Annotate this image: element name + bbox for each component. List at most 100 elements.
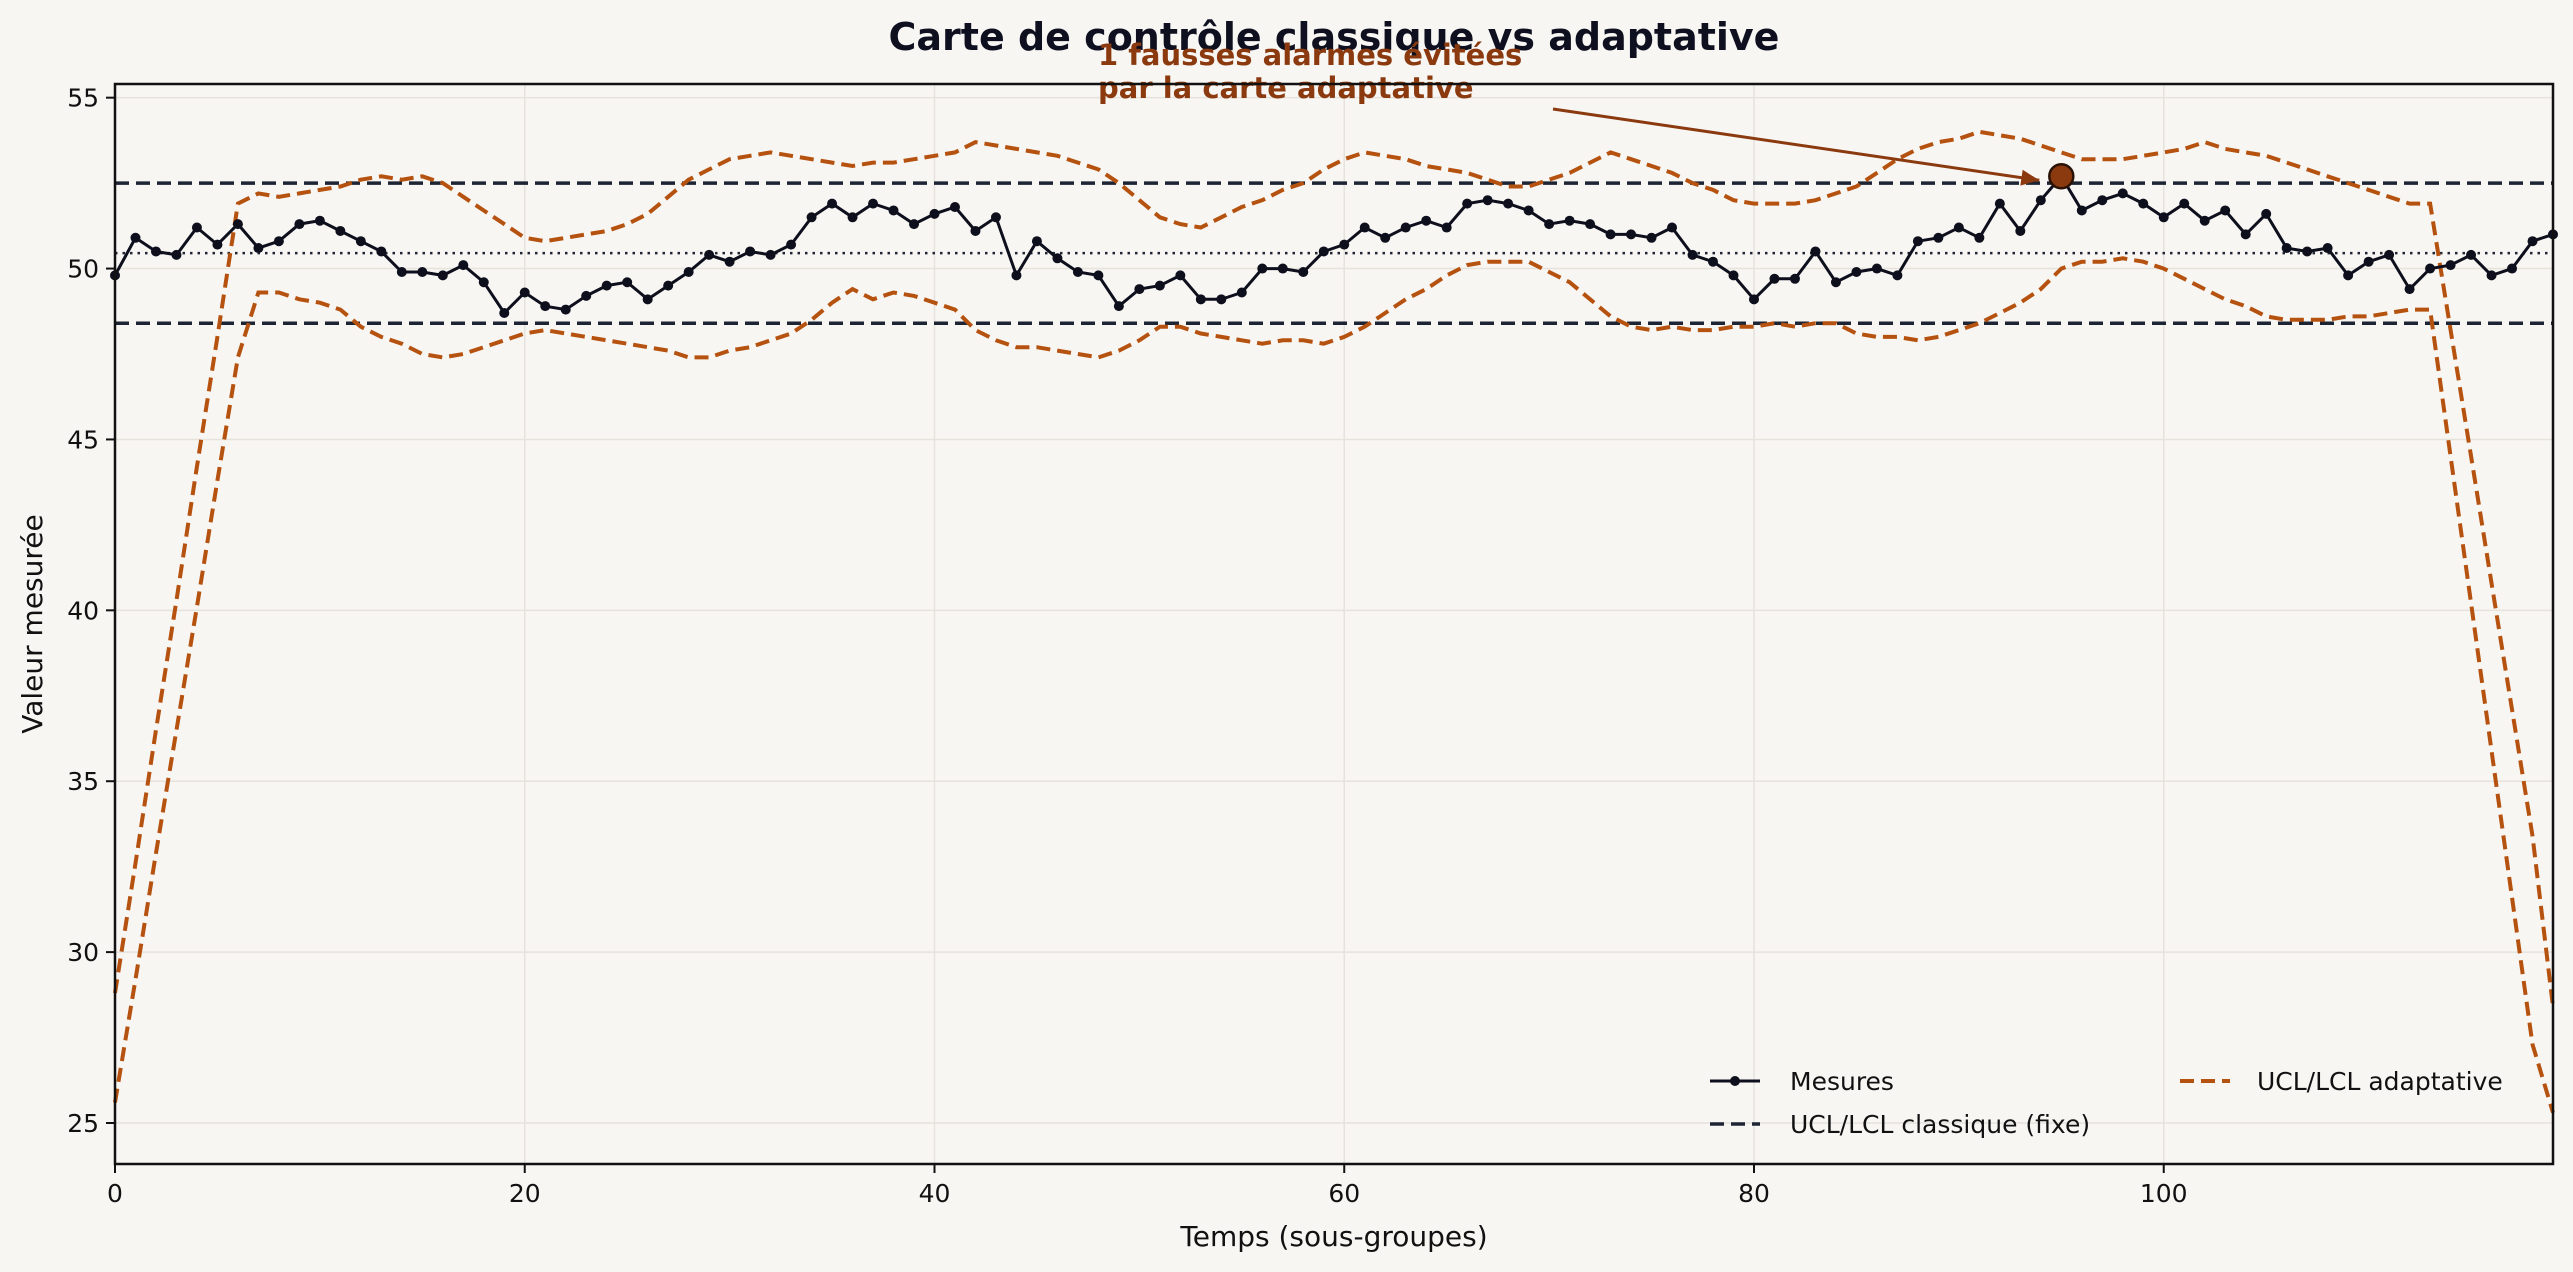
measure-point: [1052, 253, 1063, 264]
measure-point: [458, 260, 469, 271]
x-axis-ticks: 0 20 40 60 80 100: [107, 1164, 2188, 1208]
y-tick-label-6: 55: [67, 84, 99, 113]
measure-point: [724, 256, 735, 267]
measure-point: [2445, 260, 2456, 271]
measure-point: [1748, 294, 1759, 305]
measure-point: [1830, 277, 1841, 288]
measure-point: [1667, 222, 1678, 233]
measure-point: [1544, 219, 1555, 230]
measure-point: [1585, 219, 1596, 230]
y-tick-label-4: 45: [67, 425, 99, 454]
measure-point: [1441, 222, 1452, 233]
measure-point: [1134, 284, 1145, 295]
adaptive-lcl-line: [113, 256, 2555, 1114]
measure-point: [1871, 263, 1882, 274]
measure-point: [1769, 273, 1780, 284]
measure-point: [683, 266, 694, 277]
measure-point: [2158, 212, 2169, 223]
plot-frame: [113, 82, 2555, 1166]
measure-point: [2138, 198, 2149, 209]
measure-point: [2179, 198, 2190, 209]
measure-point: [191, 222, 202, 233]
measure-point: [1195, 294, 1206, 305]
measure-point: [806, 212, 817, 223]
measure-point: [1277, 263, 1288, 274]
measure-point: [560, 304, 571, 315]
measure-point: [499, 307, 510, 318]
measure-point: [1523, 205, 1534, 216]
measure-point: [1687, 249, 1698, 260]
measure-point: [2527, 236, 2538, 247]
measure-point: [2261, 208, 2272, 219]
legend-label-classic: UCL/LCL classique (fixe): [1790, 1110, 2090, 1139]
measure-point: [2384, 249, 2395, 260]
measure-point: [1482, 195, 1493, 206]
measure-point: [1072, 266, 1083, 277]
measure-point: [478, 277, 489, 288]
measure-point: [2281, 243, 2292, 254]
measure-point: [1626, 229, 1637, 240]
measure-point: [765, 249, 776, 260]
measure-point: [253, 243, 264, 254]
x-tick-label-3: 60: [1328, 1179, 1360, 1208]
measure-point: [1421, 215, 1432, 226]
x-tick-label-5: 100: [2140, 1179, 2188, 1208]
measure-point: [1810, 246, 1821, 257]
measure-point: [622, 277, 633, 288]
annotation: 1 fausses alarmes évitées par la carte a…: [1098, 38, 2075, 190]
y-axis-ticks: 25 30 35 40 45 50 55: [67, 84, 115, 1138]
measure-point: [847, 212, 858, 223]
measure-point: [581, 290, 592, 301]
measure-point: [1789, 273, 1800, 284]
measure-point: [1912, 236, 1923, 247]
measure-point: [1093, 270, 1104, 281]
measure-point: [335, 225, 346, 236]
measure-point: [663, 280, 674, 291]
measure-point: [1953, 222, 1964, 233]
y-tick-label-1: 30: [67, 938, 99, 967]
measure-point: [1564, 215, 1575, 226]
measure-point: [1113, 301, 1124, 312]
y-tick-label-5: 50: [67, 255, 99, 284]
measure-point: [1175, 270, 1186, 281]
measure-point: [2404, 284, 2415, 295]
legend-label-measures: Mesures: [1790, 1067, 1894, 1096]
x-tick-label-2: 40: [919, 1179, 951, 1208]
measure-point: [1503, 198, 1514, 209]
measure-point: [2117, 188, 2128, 199]
measure-point: [212, 239, 223, 250]
measure-point: [601, 280, 612, 291]
measure-point: [1400, 222, 1411, 233]
annotation-arrowhead: [2020, 169, 2040, 186]
measure-point: [1933, 232, 1944, 243]
measure-point: [1605, 229, 1616, 240]
measure-point: [396, 266, 407, 277]
measure-point: [1728, 270, 1739, 281]
measure-point: [745, 246, 756, 257]
measure-point: [2466, 249, 2477, 260]
measure-point: [1646, 232, 1657, 243]
measure-point: [970, 225, 981, 236]
measure-point: [1974, 232, 1985, 243]
measure-point: [909, 219, 920, 230]
measure-point: [990, 212, 1001, 223]
annotation-line-2: par la carte adaptative: [1098, 71, 1474, 105]
measure-point: [1339, 239, 1350, 250]
annotation-arrow: [1552, 107, 2040, 182]
legend: Mesures UCL/LCL classique (fixe) UCL/LCL…: [1710, 1067, 2503, 1139]
y-tick-label-2: 35: [67, 767, 99, 796]
y-tick-label-3: 40: [67, 596, 99, 625]
chart-title: Carte de contrôle classique vs adaptativ…: [889, 15, 1780, 59]
measure-point: [376, 246, 387, 257]
measure-point: [868, 198, 879, 209]
legend-marker-measures: [1730, 1076, 1740, 1086]
measure-point: [929, 208, 940, 219]
legend-label-adaptive: UCL/LCL adaptative: [2257, 1067, 2503, 1096]
measure-point: [1994, 198, 2005, 209]
measure-point: [2076, 205, 2087, 216]
measure-point: [437, 270, 448, 281]
measure-point: [2015, 225, 2026, 236]
measure-point: [519, 287, 530, 298]
measure-point: [130, 232, 141, 243]
